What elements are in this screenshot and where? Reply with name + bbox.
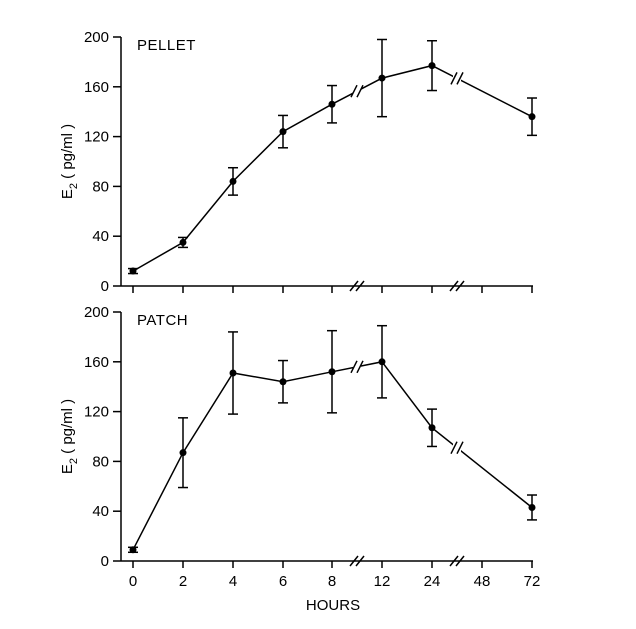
data-point — [328, 100, 336, 108]
x-tick-label: 48 — [474, 573, 491, 590]
data-point — [229, 177, 237, 185]
x-axis-break — [449, 280, 459, 292]
x-axis-title: HOURS — [306, 597, 360, 614]
y-tick-label: 160 — [84, 354, 109, 371]
x-axis-break — [355, 280, 365, 292]
x-axis-break — [449, 555, 459, 567]
x-tick-label: 0 — [129, 573, 137, 590]
series-line — [132, 360, 533, 551]
data-point — [129, 267, 137, 275]
x-tick-label: 4 — [229, 573, 237, 590]
x-axis-break — [455, 555, 465, 567]
x-tick-label: 2 — [179, 573, 187, 590]
x-axis-break — [455, 280, 465, 292]
y-axis-label: E2 ( pg/ml ) — [59, 399, 80, 474]
pellet-chart: 0 40 80 120 160 200 PELLET E2 ( pg/ml ) — [59, 29, 537, 295]
panel-title: PATCH — [137, 312, 188, 329]
y-tick-label: 120 — [84, 404, 109, 421]
data-point — [378, 358, 386, 366]
line-break-mark — [456, 441, 464, 455]
y-axis-label-main: E — [59, 464, 76, 474]
y-tick-label: 0 — [101, 278, 109, 295]
y-axis-label-sub: 2 — [68, 183, 80, 189]
line-break-mark — [456, 72, 464, 85]
data-point — [528, 113, 536, 121]
line-break-gap — [453, 440, 461, 455]
x-tick-label: 12 — [374, 573, 391, 590]
panel-title: PELLET — [137, 37, 196, 54]
data-point — [179, 449, 187, 457]
data-point — [528, 503, 536, 511]
y-tick-label: 200 — [84, 304, 109, 321]
y-tick-label: 40 — [92, 228, 109, 245]
x-axis-break — [349, 280, 359, 292]
y-tick-label: 200 — [84, 29, 109, 46]
data-point — [229, 369, 237, 377]
y-tick-label: 80 — [92, 453, 109, 470]
x-tick-label: 72 — [524, 573, 541, 590]
x-axis-break — [355, 555, 365, 567]
data-point — [279, 378, 287, 386]
x-tick-label: 8 — [328, 573, 336, 590]
y-axis-label-unit: ( pg/ml ) — [59, 124, 76, 183]
data-point — [428, 424, 436, 432]
series-line — [132, 64, 533, 272]
x-tick-label: 6 — [279, 573, 287, 590]
line-break-mark — [450, 72, 458, 85]
line-break-gap — [353, 359, 361, 374]
line-break-gap — [353, 84, 361, 99]
data-point — [129, 546, 137, 554]
y-tick-label: 40 — [92, 503, 109, 520]
x-axis-break — [349, 555, 359, 567]
data-point — [179, 238, 187, 246]
data-point — [279, 128, 287, 136]
line-break-mark — [450, 441, 458, 455]
y-axis-label-main: E — [59, 189, 76, 199]
line-break-gap — [453, 71, 461, 86]
y-tick-label: 80 — [92, 178, 109, 195]
data-point — [328, 368, 336, 376]
line-break-mark — [356, 360, 364, 374]
x-tick-label: 24 — [424, 573, 441, 590]
data-point — [378, 74, 386, 82]
y-axis-label-unit: ( pg/ml ) — [59, 399, 76, 458]
y-tick-label: 0 — [101, 553, 109, 570]
data-point — [428, 62, 436, 70]
line-break-mark — [350, 84, 358, 98]
line-break-mark — [356, 84, 364, 98]
y-axis-label-sub: 2 — [68, 458, 80, 464]
line-break-mark — [350, 360, 358, 374]
y-tick-label: 160 — [84, 79, 109, 96]
y-tick-label: 120 — [84, 129, 109, 146]
y-axis-label: E2 ( pg/ml ) — [59, 124, 80, 199]
